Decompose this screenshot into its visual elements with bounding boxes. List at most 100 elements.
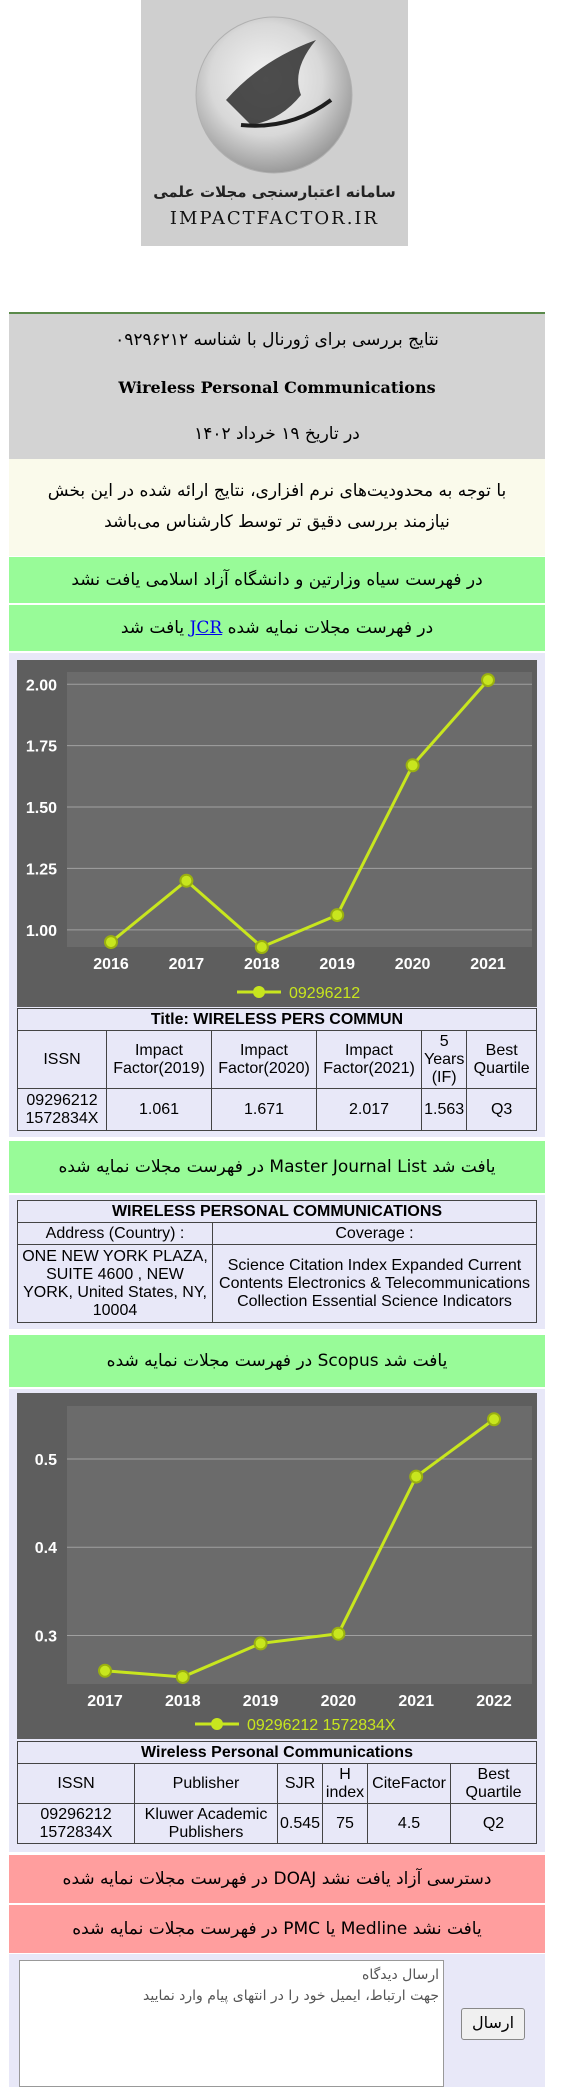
page-title: نتایج بررسی برای ژورنال با شناسه ۰۹۲۹۶۲۱… bbox=[115, 330, 439, 350]
y-tick-label: 0.3 bbox=[35, 1628, 57, 1645]
scopus-cell-publisher: Kluwer Academic Publishers bbox=[134, 1803, 278, 1844]
scopus-header-citefactor: CiteFactor bbox=[367, 1763, 452, 1804]
comment-textarea[interactable]: ارسال دیدگاه جهت ارتباط، ایمیل خود را در… bbox=[19, 1960, 444, 2087]
x-tick-label: 2017 bbox=[169, 956, 205, 973]
result-header: نتایج بررسی برای ژورنال با شناسه ۰۹۲۹۶۲۱… bbox=[9, 312, 545, 460]
jcr-chart: 1.00 1.25 1.50 1.75 2.00 2016 2017 2018 2019 2020… bbox=[17, 660, 537, 1007]
data-point bbox=[104, 935, 118, 950]
warning-line-1: با توجه به محدودیت‌های نرم افزاری، نتایج… bbox=[47, 481, 507, 501]
comment-form: ارسال دیدگاه جهت ارتباط، ایمیل خود را در… bbox=[9, 1954, 545, 2087]
send-button[interactable]: ارسال bbox=[461, 2008, 525, 2040]
scopus-chart: 0.3 0.4 0.5 2017 2018 2019 2020 2021 2022 0929621… bbox=[17, 1393, 537, 1739]
series-line bbox=[104, 1418, 495, 1679]
x-tick-label: 2018 bbox=[244, 956, 280, 973]
data-point bbox=[254, 940, 269, 954]
scopus-cell-hindex: 75 bbox=[322, 1803, 369, 1844]
comment-placeholder-2: جهت ارتباط، ایمیل خود را در انتهای پیام … bbox=[143, 1988, 439, 2004]
logo-emblem bbox=[195, 16, 353, 174]
data-point bbox=[179, 873, 194, 888]
scopus-table: Wireless Personal Communications ISSN Pu… bbox=[17, 1741, 537, 1844]
scopus-chart-svg: 0.3 0.4 0.5 2017 2018 2019 2020 2021 2022 0929621… bbox=[35, 1406, 532, 1734]
comment-placeholder-1: ارسال دیدگاه bbox=[361, 1967, 439, 1983]
jcr-chart-svg: 1.00 1.25 1.50 1.75 2.00 2016 2017 2018 2019 2020… bbox=[26, 672, 532, 1002]
mjl-header-coverage: Coverage : bbox=[212, 1222, 537, 1245]
jcr-link[interactable]: JCR bbox=[189, 618, 223, 638]
site-logo: سامانه اعتبارسنجی مجلات علمی IMPACTFACTO… bbox=[141, 0, 408, 246]
data-point bbox=[481, 673, 495, 688]
x-tick-label: 2022 bbox=[476, 1693, 512, 1710]
x-tick-label: 2021 bbox=[470, 956, 506, 973]
mjl-table: WIRELESS PERSONAL COMMUNICATIONS Address… bbox=[17, 1200, 537, 1323]
legend-label: 09296212 1572834X bbox=[247, 1717, 396, 1734]
status-jcr: در فهرست مجلات نمایه شده JCR یافت شد bbox=[9, 605, 545, 653]
y-tick-label: 1.00 bbox=[26, 923, 57, 940]
jcr-header-issn: ISSN bbox=[17, 1030, 107, 1089]
status-ministry-blacklist: در فهرست سیاه وزارتین و دانشگاه آزاد اسل… bbox=[9, 557, 545, 605]
data-point bbox=[330, 908, 345, 923]
jcr-table: Title: WIRELESS PERS COMMUN ISSN Impact … bbox=[17, 1008, 537, 1131]
x-tick-label: 2020 bbox=[395, 956, 431, 973]
status-doaj: در فهرست مجلات نمایه شده DOAJ دسترسی آزا… bbox=[9, 1855, 545, 1905]
scopus-header-publisher: Publisher bbox=[134, 1763, 278, 1804]
legend-marker bbox=[211, 1718, 223, 1730]
data-point bbox=[253, 1636, 268, 1651]
scopus-header-hindex: H index bbox=[322, 1763, 369, 1804]
y-tick-label: 2.00 bbox=[26, 677, 57, 694]
data-point bbox=[487, 1412, 501, 1427]
mjl-cell-address: ONE NEW YORK PLAZA, SUITE 4600 , NEW YOR… bbox=[17, 1244, 213, 1323]
status-pmc: در فهرست مجلات نمایه شده PMC یا Medline … bbox=[9, 1905, 545, 1955]
jcr-cell-quartile: Q3 bbox=[466, 1088, 537, 1131]
status-ministry-text: در فهرست سیاه وزارتین و دانشگاه آزاد اسل… bbox=[71, 570, 483, 590]
scopus-cell-quartile: Q2 bbox=[450, 1803, 537, 1844]
software-warning: با توجه به محدودیت‌های نرم افزاری، نتایج… bbox=[9, 459, 545, 556]
y-tick-label: 0.5 bbox=[35, 1452, 57, 1469]
status-jcr-pre: در فهرست مجلات نمایه شده bbox=[227, 618, 434, 638]
logo-tagline: سامانه اعتبارسنجی مجلات علمی bbox=[153, 183, 396, 201]
scopus-cell-citefactor: 4.5 bbox=[367, 1803, 452, 1844]
scopus-header-sjr: SJR bbox=[276, 1763, 324, 1804]
x-tick-label: 2018 bbox=[165, 1693, 201, 1710]
status-scopus: در فهرست مجلات نمایه شده Scopus یافت شد bbox=[9, 1335, 545, 1389]
scopus-table-title: Wireless Personal Communications bbox=[17, 1741, 537, 1764]
x-tick-label: 2016 bbox=[93, 956, 129, 973]
journal-name: Wireless Personal Communications bbox=[118, 378, 436, 397]
jcr-cell-if2019: 1.061 bbox=[106, 1088, 212, 1131]
x-tick-label: 2019 bbox=[243, 1693, 279, 1710]
mjl-table-title: WIRELESS PERSONAL COMMUNICATIONS bbox=[17, 1200, 537, 1223]
jcr-header-if2021: Impact Factor(2021) bbox=[316, 1030, 422, 1089]
mjl-header-address: Address (Country) : bbox=[17, 1222, 213, 1245]
jcr-cell-if2021: 2.017 bbox=[316, 1088, 422, 1131]
x-tick-label: 2021 bbox=[398, 1693, 434, 1710]
status-mjl-text: در فهرست مجلات نمایه شده Master Journal … bbox=[58, 1157, 496, 1177]
data-point bbox=[175, 1669, 190, 1684]
y-tick-label: 1.25 bbox=[26, 861, 57, 878]
jcr-header-quartile: Best Quartile bbox=[466, 1030, 537, 1089]
table-row: ONE NEW YORK PLAZA, SUITE 4600 , NEW YOR… bbox=[17, 1244, 537, 1323]
plot-area bbox=[67, 672, 532, 947]
status-mjl: در فهرست مجلات نمایه شده Master Journal … bbox=[9, 1141, 545, 1195]
scopus-header-quartile: Best Quartile bbox=[450, 1763, 537, 1804]
data-point bbox=[98, 1663, 112, 1678]
check-date: در تاریخ ۱۹ خرداد ۱۴۰۲ bbox=[194, 424, 360, 444]
plot-area bbox=[67, 1406, 532, 1684]
logo-wordmark: IMPACTFACTOR.IR bbox=[169, 208, 380, 229]
legend-label: 09296212 bbox=[289, 985, 360, 1002]
y-tick-label: 1.75 bbox=[26, 739, 57, 756]
jcr-cell-issn: 09296212 1572834X bbox=[17, 1088, 107, 1131]
table-row: 09296212 1572834X 1.061 1.671 2.017 1.56… bbox=[17, 1088, 537, 1131]
x-tick-label: 2017 bbox=[87, 1693, 123, 1710]
scopus-cell-issn: 09296212 1572834X bbox=[17, 1803, 135, 1844]
scopus-header-issn: ISSN bbox=[17, 1763, 135, 1804]
x-tick-label: 2020 bbox=[321, 1693, 357, 1710]
y-tick-label: 1.50 bbox=[26, 800, 57, 817]
status-jcr-post: یافت شد bbox=[120, 618, 185, 638]
data-point bbox=[409, 1469, 424, 1484]
table-row: 09296212 1572834X Kluwer Academic Publis… bbox=[17, 1803, 537, 1844]
jcr-table-title: Title: WIRELESS PERS COMMUN bbox=[17, 1008, 537, 1031]
jcr-header-if2019: Impact Factor(2019) bbox=[106, 1030, 212, 1089]
mjl-cell-coverage: Science Citation Index Expanded Current … bbox=[212, 1244, 537, 1323]
series-line bbox=[110, 679, 490, 949]
jcr-cell-if2020: 1.671 bbox=[211, 1088, 317, 1131]
x-tick-label: 2019 bbox=[319, 956, 355, 973]
scopus-cell-sjr: 0.545 bbox=[276, 1803, 324, 1844]
